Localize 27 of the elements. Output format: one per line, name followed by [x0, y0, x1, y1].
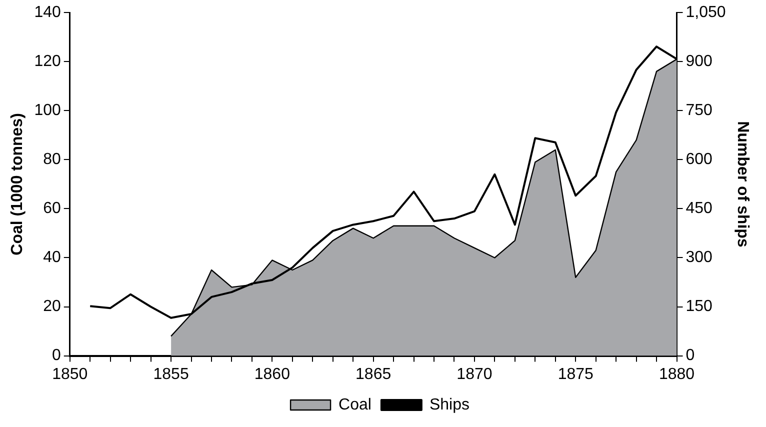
legend-label: Coal [338, 396, 372, 414]
x-tick-label: 1870 [456, 366, 492, 383]
y2-tick-label: 600 [686, 151, 713, 168]
y-tick-label: 100 [34, 102, 61, 120]
y2-axis-title: Number of ships [734, 121, 751, 248]
y2-tick-label: 150 [686, 298, 713, 316]
y-tick-label: 60 [43, 200, 61, 218]
y-tick-label: 120 [34, 53, 61, 70]
y-axis-title: Coal (1000 tonnes) [9, 113, 26, 256]
x-tick-label: 1875 [558, 366, 594, 383]
y2-tick-label: 450 [686, 200, 713, 218]
y-tick-label: 140 [34, 4, 61, 22]
y2-tick-label: 1,050 [686, 4, 726, 22]
y2-tick-label: 900 [686, 53, 713, 70]
y2-tick-label: 0 [686, 347, 695, 364]
y2-tick-label: 300 [686, 249, 713, 266]
x-tick-label: 1850 [52, 366, 88, 383]
y-tick-label: 40 [43, 249, 61, 266]
x-tick-label: 1880 [658, 366, 695, 383]
legend-label: Ships [429, 396, 470, 414]
y-tick-label: 0 [52, 347, 61, 364]
x-tick-label: 1865 [356, 366, 392, 383]
y-tick-label: 20 [43, 298, 61, 316]
y2-tick-label: 750 [686, 102, 713, 120]
x-tick-label: 1855 [153, 366, 189, 383]
x-tick-label: 1860 [254, 366, 290, 383]
y-tick-label: 80 [43, 151, 61, 168]
